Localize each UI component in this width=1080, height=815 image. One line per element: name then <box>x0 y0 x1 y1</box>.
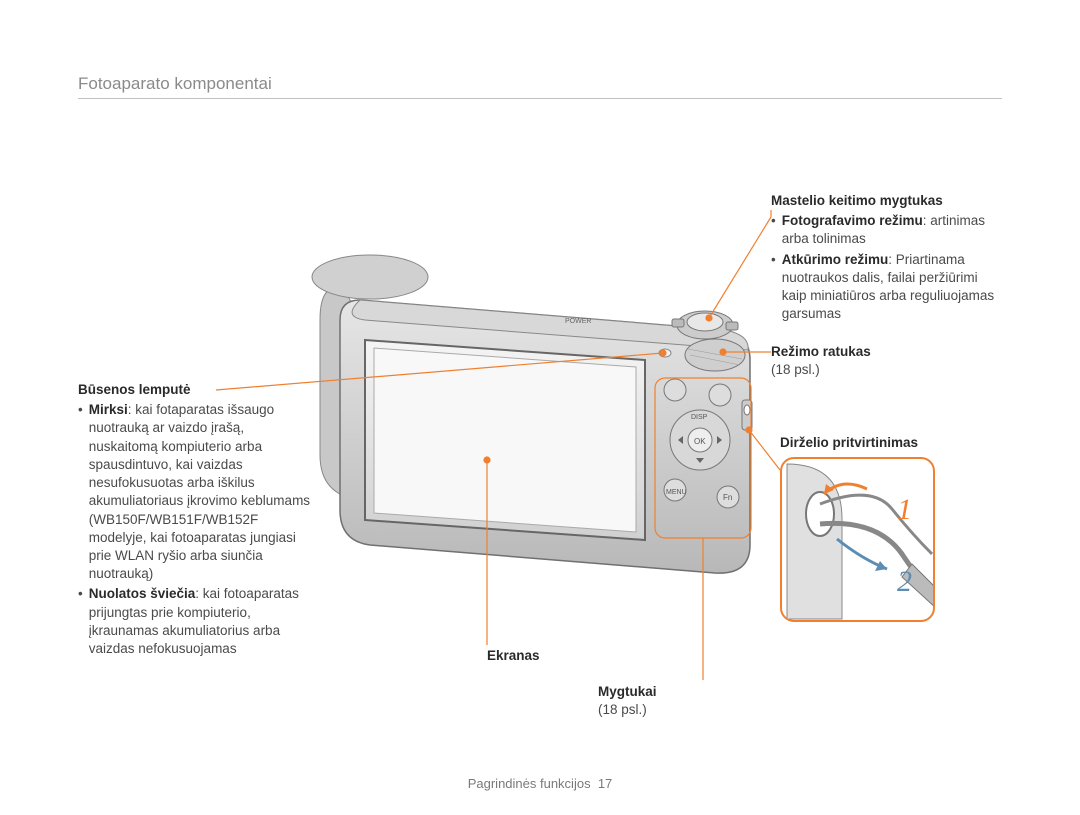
status-light-title: Būsenos lemputė <box>78 382 191 397</box>
zoom-bullet-2: Atkūrimo režimu: Priartinama nuotraukos … <box>771 251 1006 324</box>
page-number: 17 <box>598 776 612 791</box>
callout-mode-dial: Režimo ratukas (18 psl.) <box>771 343 991 379</box>
svg-text:OK: OK <box>694 437 706 446</box>
buttons-title: Mygtukai <box>598 684 657 699</box>
status-light-b1-label: Mirksi <box>89 402 128 417</box>
callout-screen: Ekranas <box>487 647 607 665</box>
screen-title: Ekranas <box>487 648 540 663</box>
status-light-b1-text: : kai fotaparatas išsaugo nuotrauką ar v… <box>89 402 310 581</box>
svg-text:1: 1 <box>897 493 912 526</box>
zoom-b1-label: Fotografavimo režimu <box>782 213 923 228</box>
mode-dial-title: Režimo ratukas <box>771 344 871 359</box>
title-rule <box>78 98 1002 99</box>
callout-strap: Dirželio pritvirtinimas <box>780 434 1000 452</box>
status-light-b2-label: Nuolatos šviečia <box>89 586 196 601</box>
svg-text:DISP: DISP <box>691 414 708 421</box>
strap-detail-box: 1 2 <box>780 457 935 622</box>
buttons-ref: (18 psl.) <box>598 702 647 717</box>
page-footer: Pagrindinės funkcijos 17 <box>0 776 1080 791</box>
strap-title: Dirželio pritvirtinimas <box>780 435 918 450</box>
callout-status-light: Būsenos lemputė Mirksi: kai fotaparatas … <box>78 381 313 658</box>
svg-text:MENU: MENU <box>666 489 687 496</box>
zoom-b2-label: Atkūrimo režimu <box>782 252 889 267</box>
status-light-bullet-1: Mirksi: kai fotaparatas išsaugo nuotrauk… <box>78 401 313 583</box>
camera-illustration: POWER MENU Fn OK DISP <box>310 245 755 590</box>
callout-zoom: Mastelio keitimo mygtukas Fotografavimo … <box>771 192 1006 324</box>
status-light-bullet-2: Nuolatos šviečia: kai fotoaparatas priju… <box>78 585 313 658</box>
mode-dial-ref: (18 psl.) <box>771 362 820 377</box>
svg-text:POWER: POWER <box>565 318 591 325</box>
svg-text:2: 2 <box>897 565 912 598</box>
footer-text: Pagrindinės funkcijos <box>468 776 591 791</box>
zoom-bullet-1: Fotografavimo režimu: artinimas arba tol… <box>771 212 1006 248</box>
page-title: Fotoaparato komponentai <box>78 74 272 94</box>
svg-text:Fn: Fn <box>723 493 732 502</box>
zoom-title: Mastelio keitimo mygtukas <box>771 193 943 208</box>
callout-buttons: Mygtukai (18 psl.) <box>598 683 738 719</box>
